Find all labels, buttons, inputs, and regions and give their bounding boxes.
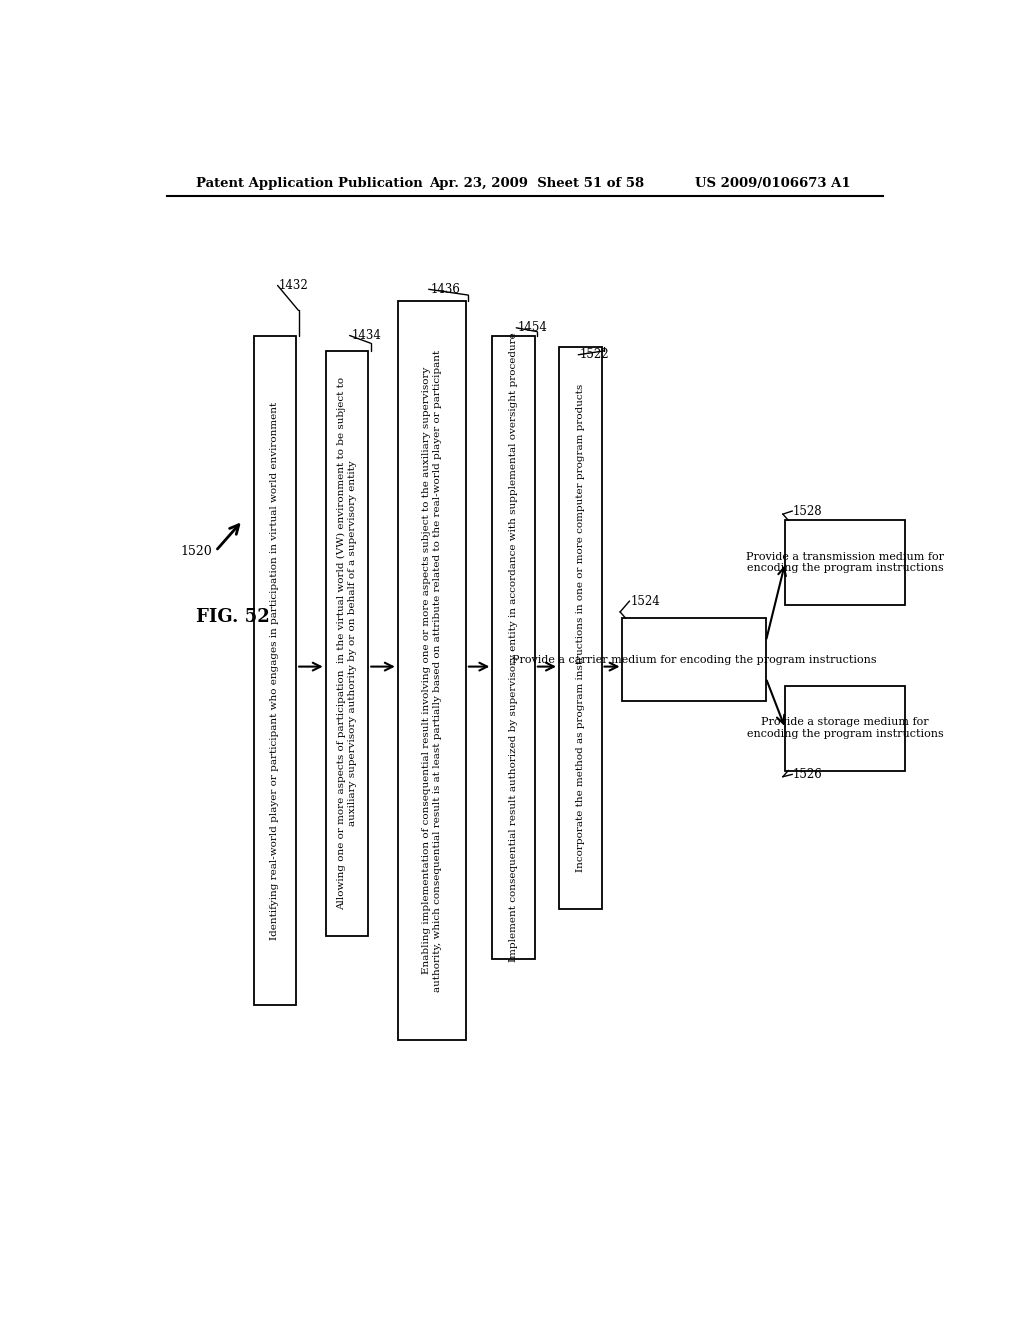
Text: Enabling implementation of consequential result involving one or more aspects su: Enabling implementation of consequential… [422,350,441,991]
Text: FIG. 52: FIG. 52 [197,607,270,626]
Bar [623,618,766,701]
Text: Identifying real-world player or participant who engages in participation in vir: Identifying real-world player or partici… [270,401,280,940]
Text: 1520: 1520 [180,545,212,557]
Text: 1528: 1528 [793,504,822,517]
Text: Patent Application Publication: Patent Application Publication [197,177,423,190]
Text: 1436: 1436 [430,282,460,296]
Text: Provide a carrier medium for encoding the program instructions: Provide a carrier medium for encoding th… [512,655,877,665]
Text: Provide a storage medium for
encoding the program instructions: Provide a storage medium for encoding th… [746,717,944,739]
Text: 1434: 1434 [351,329,381,342]
Text: 1524: 1524 [630,594,659,607]
Text: Incorporate the method as program instructions in one or more computer program p: Incorporate the method as program instru… [575,384,585,873]
Text: Provide a transmission medium for
encoding the program instructions: Provide a transmission medium for encodi… [746,552,944,573]
Text: Apr. 23, 2009  Sheet 51 of 58: Apr. 23, 2009 Sheet 51 of 58 [429,177,644,190]
Text: Implement consequential result authorized by supervisory entity in accordance wi: Implement consequential result authorize… [509,333,518,962]
Text: Allowing one or more aspects of participation  in the virtual world (VW) environ: Allowing one or more aspects of particip… [337,378,357,909]
Bar [785,686,905,771]
Text: 1526: 1526 [793,768,822,781]
Bar [493,335,535,960]
Bar [254,335,296,1006]
Text: 1522: 1522 [580,348,609,362]
Text: 1432: 1432 [280,279,309,292]
Bar [397,301,466,1040]
Bar [559,347,601,909]
Text: 1454: 1454 [518,321,548,334]
Text: US 2009/0106673 A1: US 2009/0106673 A1 [695,177,851,190]
Bar [785,520,905,605]
Bar [326,351,369,936]
